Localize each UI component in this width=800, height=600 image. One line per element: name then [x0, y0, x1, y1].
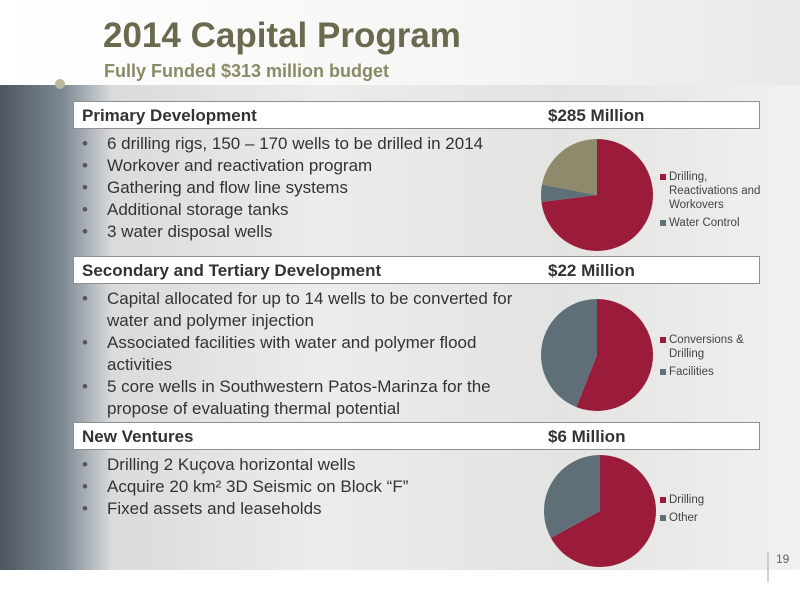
legend-swatch	[660, 174, 666, 180]
section-header: Primary Development $285 Million	[73, 101, 760, 129]
section-amount: $6 Million	[548, 427, 626, 446]
section-header: New Ventures $6 Million	[73, 422, 760, 450]
pie-slice	[541, 299, 597, 408]
legend-entry: Drilling, Reactivations and Workovers	[660, 170, 770, 212]
pie-slice	[544, 455, 600, 538]
section-heading: New Ventures	[82, 427, 194, 446]
bullet-list: Drilling 2 Kuçova horizontal wellsAcquir…	[82, 454, 542, 520]
section-header: Secondary and Tertiary Development $22 Mi…	[73, 256, 760, 284]
legend-label: Other	[669, 512, 698, 524]
pie-slice	[550, 455, 656, 567]
legend-label: Water Control	[669, 217, 740, 229]
section-heading: Primary Development	[82, 106, 257, 125]
legend-entry: Other	[660, 511, 770, 525]
dot	[55, 79, 65, 89]
legend-label: Drilling, Reactivations and Workovers	[669, 171, 761, 211]
header-band	[0, 0, 800, 85]
bullet: Additional storage tanks	[82, 199, 542, 221]
legend-entry: Drilling	[660, 493, 770, 507]
legend-label: Drilling	[669, 494, 705, 506]
page-number: 19	[776, 552, 790, 566]
bullet: Acquire 20 km² 3D Seismic on Block “F”	[82, 476, 542, 498]
section-amount: $22 Million	[548, 261, 635, 280]
section-heading: Secondary and Tertiary Development	[82, 261, 382, 280]
bullet: Capital allocated for up to 14 wells to …	[82, 288, 542, 332]
bullet: 3 water disposal wells	[82, 221, 542, 243]
bullet: Drilling 2 Kuçova horizontal wells	[82, 454, 542, 476]
legend-swatch	[660, 337, 666, 343]
title: 2014 Capital Program	[103, 16, 461, 55]
bullet: 5 core wells in Southwestern Patos-Marin…	[82, 376, 542, 420]
bullet-list: 6 drilling rigs, 150 – 170 wells to be d…	[82, 133, 542, 243]
bullet: 6 drilling rigs, 150 – 170 wells to be d…	[82, 133, 542, 155]
legend-entry: Water Control	[660, 216, 770, 230]
legend-entry: Conversions & Drilling	[660, 333, 770, 361]
legend-swatch	[660, 369, 666, 375]
subtitle: Fully Funded $313 million budget	[104, 61, 390, 81]
pie-slice	[541, 139, 654, 251]
legend-swatch	[660, 220, 666, 226]
legend: Conversions & Drilling Facilities	[660, 333, 770, 383]
bullet: Fixed assets and leaseholds	[82, 498, 542, 520]
bullet: Workover and reactivation program	[82, 155, 542, 177]
legend-label: Facilities	[669, 366, 714, 378]
legend-label: Conversions & Drilling	[669, 334, 744, 360]
legend: Drilling, Reactivations and Workovers Wat…	[660, 170, 770, 234]
legend-swatch	[660, 497, 666, 503]
legend-swatch	[660, 515, 666, 521]
bullet-list: Capital allocated for up to 14 wells to …	[82, 288, 542, 420]
pie-slice	[541, 184, 597, 203]
legend-entry: Facilities	[660, 365, 770, 379]
bullet: Gathering and flow line systems	[82, 177, 542, 199]
pie-slice	[541, 139, 597, 195]
bullet: Associated facilities with water and pol…	[82, 332, 542, 376]
pie-slice	[576, 299, 653, 411]
section-amount: $285 Million	[548, 106, 645, 125]
legend: Drilling Other	[660, 493, 770, 529]
